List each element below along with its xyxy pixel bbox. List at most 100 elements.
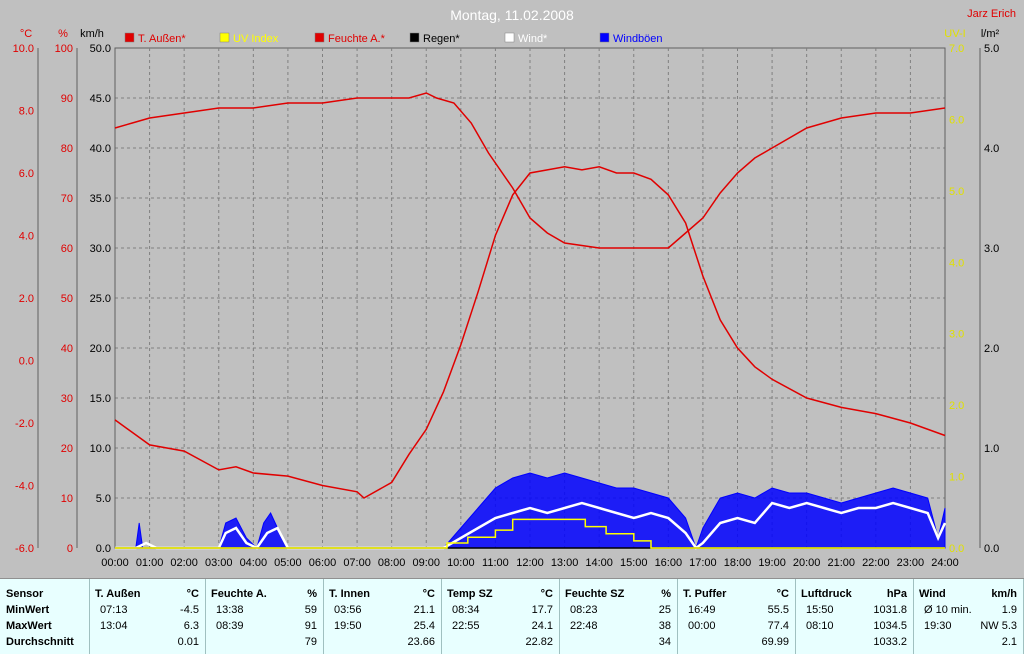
- stats-min-value: 21.1: [413, 604, 435, 616]
- y-tick-label-uv: 0.0: [949, 543, 964, 555]
- weather-chart: Montag, 11.02.2008 Jarz Erich °C % km/h …: [12, 7, 1016, 569]
- x-tick-label: 11:00: [482, 557, 509, 569]
- x-tick-label: 16:00: [655, 557, 683, 569]
- y-tick-label-kmh: 50.0: [90, 43, 111, 55]
- x-tick-label: 01:00: [136, 557, 164, 569]
- stats-max-time: 08:10: [806, 620, 834, 632]
- stats-column: T. Außen °C 07:13 -4.5 13:04 6.3 0.01: [90, 579, 206, 654]
- chart-svg: Montag, 11.02.2008 Jarz Erich °C % km/h …: [12, 7, 1016, 569]
- stats-max-value: 6.3: [183, 620, 199, 632]
- x-tick-label: 17:00: [689, 557, 717, 569]
- stats-sensor-name: T. Außen: [95, 588, 141, 600]
- x-tick-label: 07:00: [343, 557, 371, 569]
- y-tick-label-percent: 90: [61, 93, 73, 105]
- y-tick-label-celsius: 4.0: [19, 231, 34, 243]
- grid-layer: 00:00 01:00 02:00 03:00 04:00 05:00 06:00 07:00…: [101, 48, 959, 569]
- unit-rain: l/m²: [981, 28, 1000, 40]
- stats-max-value: 91: [304, 620, 317, 632]
- stats-max-value: NW 5.3: [980, 620, 1017, 632]
- y-tick-label-rain: 2.0: [984, 343, 999, 355]
- stats-column: T. Puffer °C 16:49 55.5 00:00 77.4 69.99: [678, 579, 796, 654]
- y-tick-label-rain: 5.0: [984, 43, 999, 55]
- y-tick-label-celsius: 8.0: [19, 106, 34, 118]
- y-tick-label-percent: 0: [67, 543, 73, 555]
- y-tick-label-percent: 80: [61, 143, 73, 155]
- x-tick-label: 20:00: [793, 557, 821, 569]
- x-tick-label: 04:00: [240, 557, 268, 569]
- y-tick-label-rain: 3.0: [984, 243, 999, 255]
- legend-label: Windböen: [613, 33, 663, 45]
- series-windb-en: [115, 472, 946, 550]
- y-tick-label-celsius: 10.0: [13, 43, 34, 55]
- x-tick-label: 15:00: [620, 557, 648, 569]
- series-wind: [115, 501, 947, 550]
- y-tick-label-kmh: 30.0: [90, 243, 111, 255]
- y-tick-label-celsius: -4.0: [15, 481, 34, 493]
- legend-swatch: [314, 32, 325, 43]
- stats-min-time: 16:49: [688, 604, 716, 616]
- stats-average: 79: [304, 636, 317, 648]
- x-tick-label: 18:00: [724, 557, 752, 569]
- y-tick-label-kmh: 10.0: [90, 443, 111, 455]
- stats-column: Feuchte SZ% 08:23 25 22:48 38 34: [560, 579, 678, 654]
- x-tick-label: 06:00: [309, 557, 337, 569]
- stats-average: 34: [658, 636, 671, 648]
- stats-sensor-unit: °C: [540, 588, 553, 600]
- stats-sensor-unit: °C: [776, 588, 789, 600]
- stats-row-labels: Sensor MinWert MaxWert Durchschnitt: [0, 579, 90, 654]
- stats-average: 69.99: [761, 636, 789, 648]
- y-tick-label-celsius: -2.0: [15, 418, 34, 430]
- x-tick-label: 12:00: [516, 557, 544, 569]
- x-tick-label: 03:00: [205, 557, 233, 569]
- legend-label: Regen*: [423, 33, 460, 45]
- stats-min-value: 55.5: [767, 604, 789, 616]
- stats-average: 1033.2: [873, 636, 907, 648]
- stats-sensor-name: T. Innen: [329, 588, 370, 600]
- y-tick-label-rain: 1.0: [984, 443, 999, 455]
- stats-min-value: 25: [658, 604, 671, 616]
- y-tick-label-percent: 10: [61, 493, 73, 505]
- stats-sensor-unit: km/h: [991, 588, 1017, 600]
- stats-max-time: 19:50: [334, 620, 362, 632]
- stats-max-time: 13:04: [100, 620, 128, 632]
- legend-swatch: [124, 32, 135, 43]
- axis-layer: 10.08.06.04.02.00.0-2.0-4.0-6.0100908070…: [13, 43, 1000, 555]
- stats-max-time: 00:00: [688, 620, 716, 632]
- stats-max-value: 24.1: [531, 620, 553, 632]
- legend-swatch: [219, 32, 230, 43]
- stats-max-time: 08:39: [216, 620, 244, 632]
- y-tick-label-uv: 5.0: [949, 186, 964, 198]
- y-tick-label-percent: 40: [61, 343, 73, 355]
- legend-label: UV Index: [233, 33, 279, 45]
- series-t-au-en: [114, 166, 946, 499]
- stats-avg-label: Durchschnitt: [6, 636, 74, 648]
- y-tick-label-uv: 6.0: [949, 114, 964, 126]
- x-tick-label: 00:00: [101, 557, 129, 569]
- stats-sensor-unit: %: [661, 588, 671, 600]
- chart-title: Montag, 11.02.2008: [450, 7, 574, 23]
- stats-min-value: 1031.8: [873, 604, 907, 616]
- y-tick-label-uv: 7.0: [949, 43, 964, 55]
- y-tick-label-celsius: 0.0: [19, 356, 34, 368]
- stats-max-value: 25.4: [413, 620, 435, 632]
- legend-swatch: [599, 32, 610, 43]
- x-tick-label: 14:00: [585, 557, 613, 569]
- x-tick-label: 05:00: [274, 557, 302, 569]
- stats-min-value: 17.7: [531, 604, 553, 616]
- stats-sensor-unit: °C: [186, 588, 199, 600]
- stats-max-time: 22:48: [570, 620, 598, 632]
- statistics-table: Sensor MinWert MaxWert Durchschnitt T. A…: [0, 578, 1024, 654]
- y-tick-label-percent: 50: [61, 293, 73, 305]
- stats-max-value: 38: [658, 620, 671, 632]
- series-layer: [114, 92, 947, 550]
- y-tick-label-percent: 60: [61, 243, 73, 255]
- y-tick-label-uv: 2.0: [949, 400, 964, 412]
- legend-label: Wind*: [518, 33, 548, 45]
- y-tick-label-uv: 3.0: [949, 329, 964, 341]
- x-tick-label: 09:00: [412, 557, 440, 569]
- stats-min-time: 03:56: [334, 604, 362, 616]
- y-tick-label-kmh: 20.0: [90, 343, 111, 355]
- legend-label: Feuchte A.*: [328, 33, 386, 45]
- x-tick-label: 22:00: [862, 557, 890, 569]
- y-tick-label-kmh: 45.0: [90, 93, 111, 105]
